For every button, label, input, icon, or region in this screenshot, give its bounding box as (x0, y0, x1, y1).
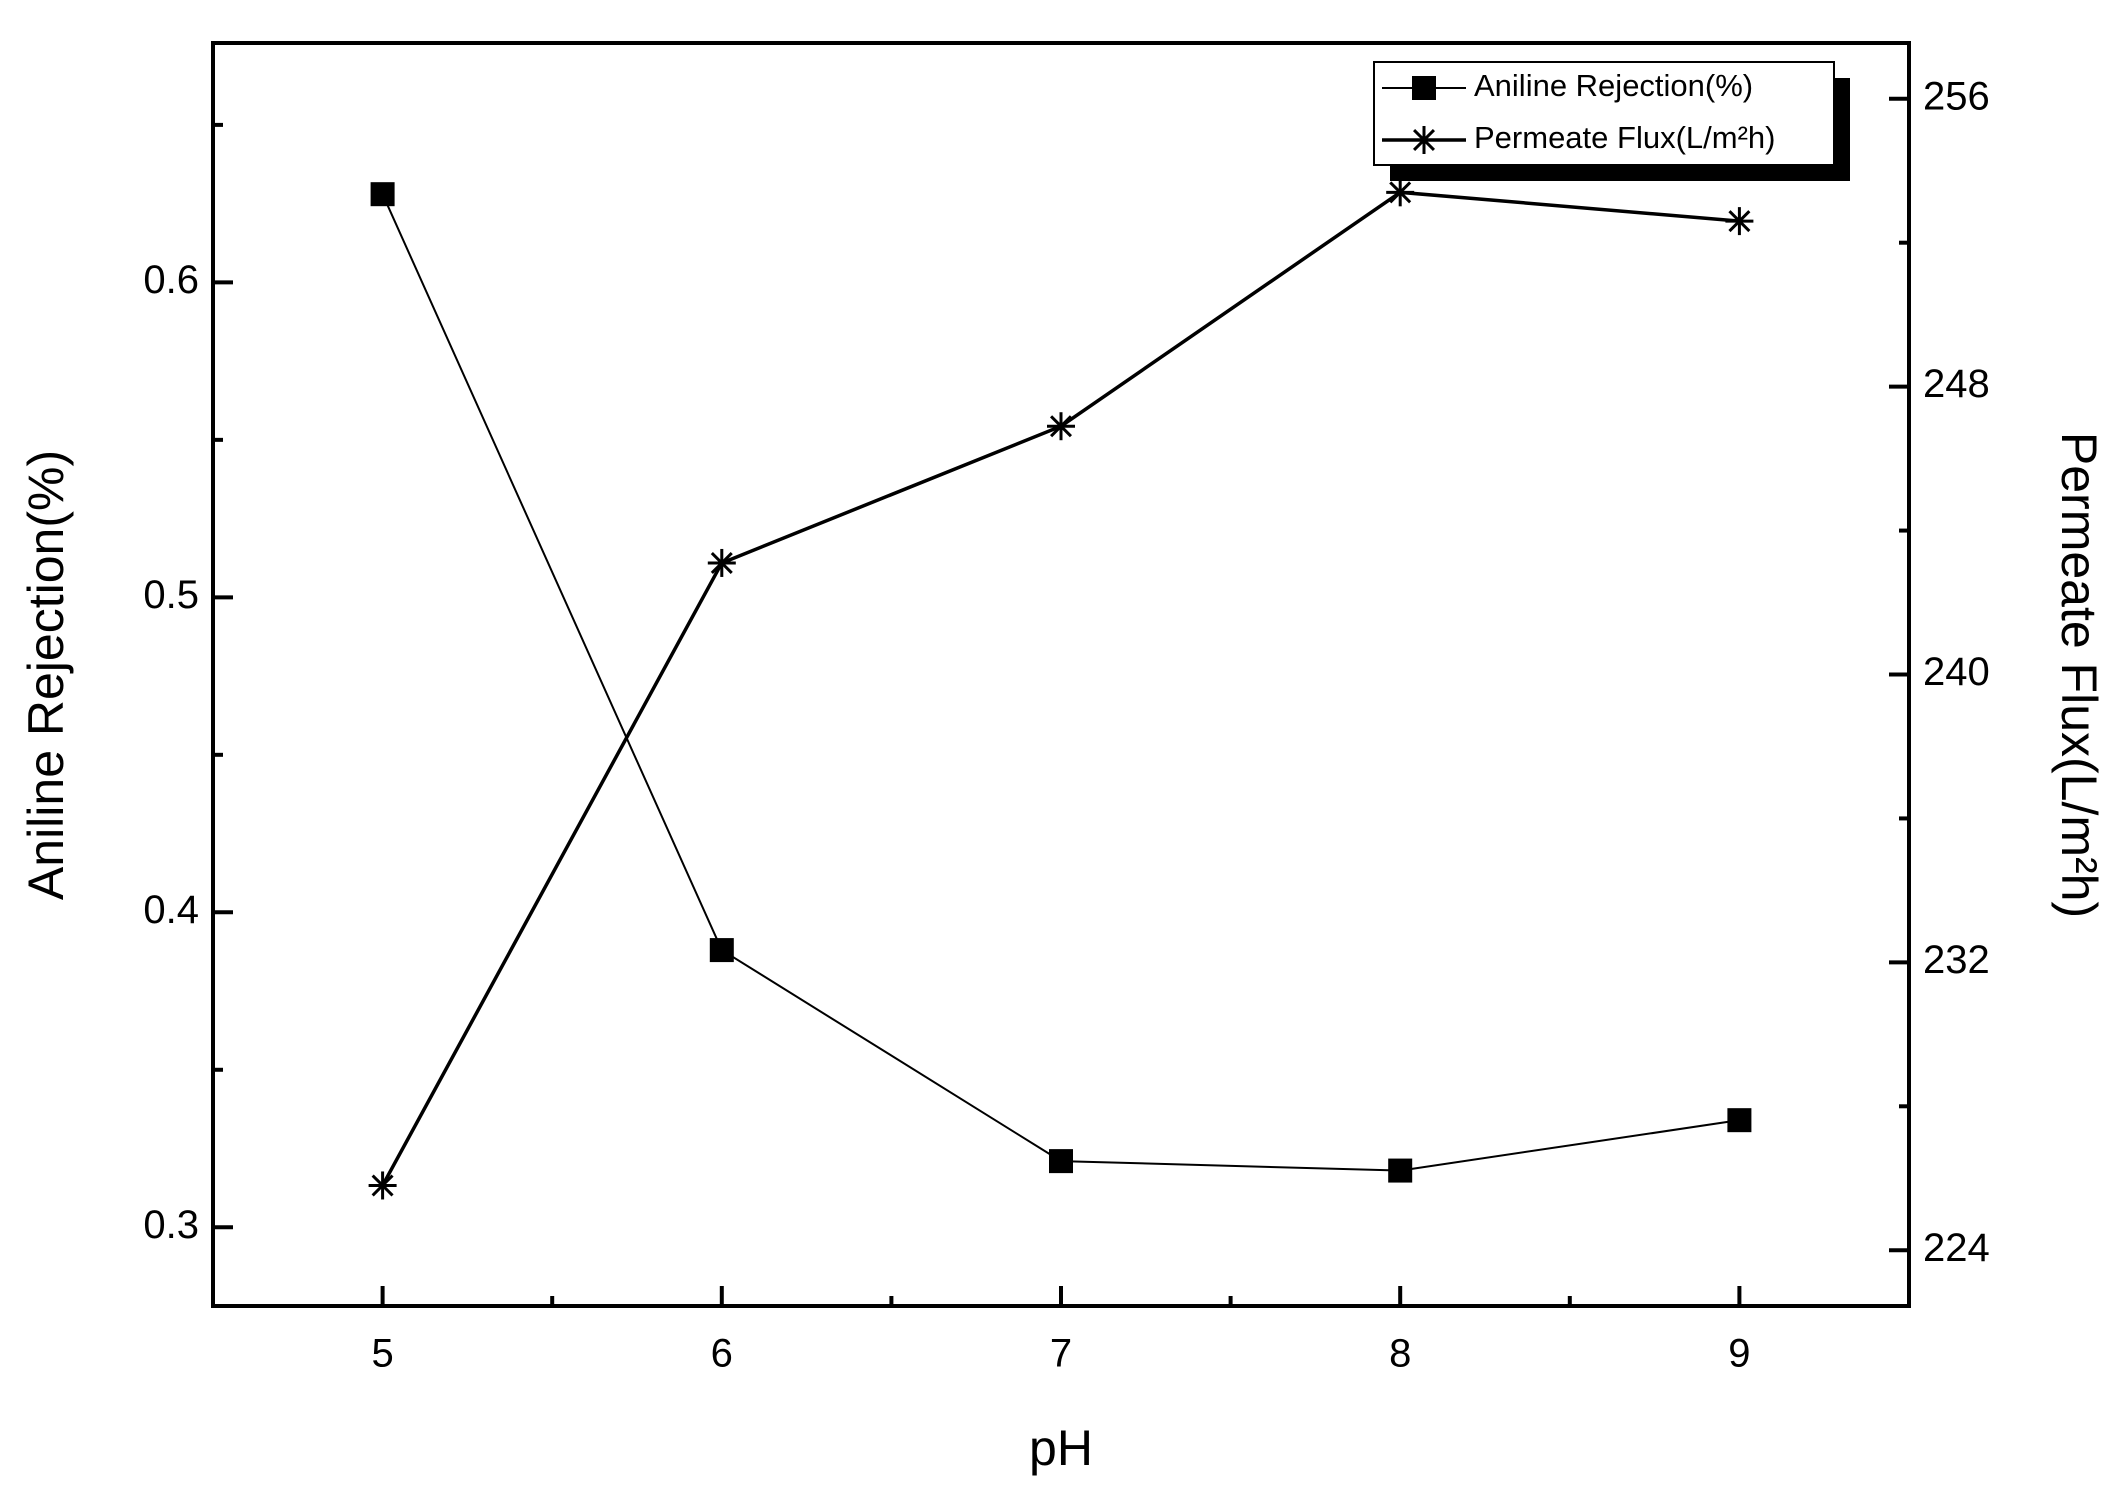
x-axis-label: pH (1029, 1420, 1093, 1476)
marker-stroke (710, 551, 733, 574)
y2-axis-label: Permeate Flux(L/m²h) (2051, 432, 2107, 918)
marker (368, 1171, 397, 1200)
marker-stroke (1389, 181, 1412, 204)
series-line (381, 193, 1740, 1172)
x-tick-label: 8 (1389, 1332, 1411, 1376)
marker (1727, 1108, 1752, 1133)
y-tick-label: 0.6 (143, 258, 199, 302)
marker (709, 938, 734, 963)
y-tick-label: 0.5 (143, 573, 199, 617)
marker (1388, 1158, 1413, 1183)
y2-tick-label: 256 (1923, 74, 1990, 118)
y2-tick-label: 248 (1923, 362, 1990, 406)
marker (370, 182, 395, 207)
marker-stroke (1728, 210, 1751, 233)
legend-box (1373, 61, 1835, 166)
marker-stroke (1049, 415, 1073, 438)
y2-tick-label: 232 (1923, 938, 1990, 982)
y2-tick-label: 224 (1923, 1226, 1990, 1270)
y-tick-label: 0.3 (143, 1203, 199, 1247)
x-tick-label: 5 (371, 1332, 393, 1376)
y2-tick-label: 240 (1923, 650, 1990, 694)
series-line (381, 190, 1740, 1187)
x-tick-label: 9 (1728, 1332, 1750, 1376)
x-tick-label: 7 (1050, 1332, 1072, 1376)
marker-stroke (371, 1174, 394, 1197)
plot-frame (211, 41, 1911, 1308)
marker (1049, 1149, 1073, 1174)
legend-label: Permeate Flux(L/m²h) (1474, 120, 1775, 155)
legend-marker (1412, 76, 1436, 100)
marker-stroke (1412, 128, 1436, 152)
y-axis-label: Aniline Rejection(%) (18, 450, 74, 900)
marker (1386, 178, 1415, 207)
y-tick-label: 0.4 (143, 888, 199, 932)
legend-label: Aniline Rejection(%) (1474, 68, 1753, 103)
x-tick-label: 6 (711, 1332, 733, 1376)
legend-marker (1410, 126, 1438, 154)
marker (707, 548, 736, 577)
marker (1725, 207, 1754, 236)
marker (1047, 412, 1075, 441)
